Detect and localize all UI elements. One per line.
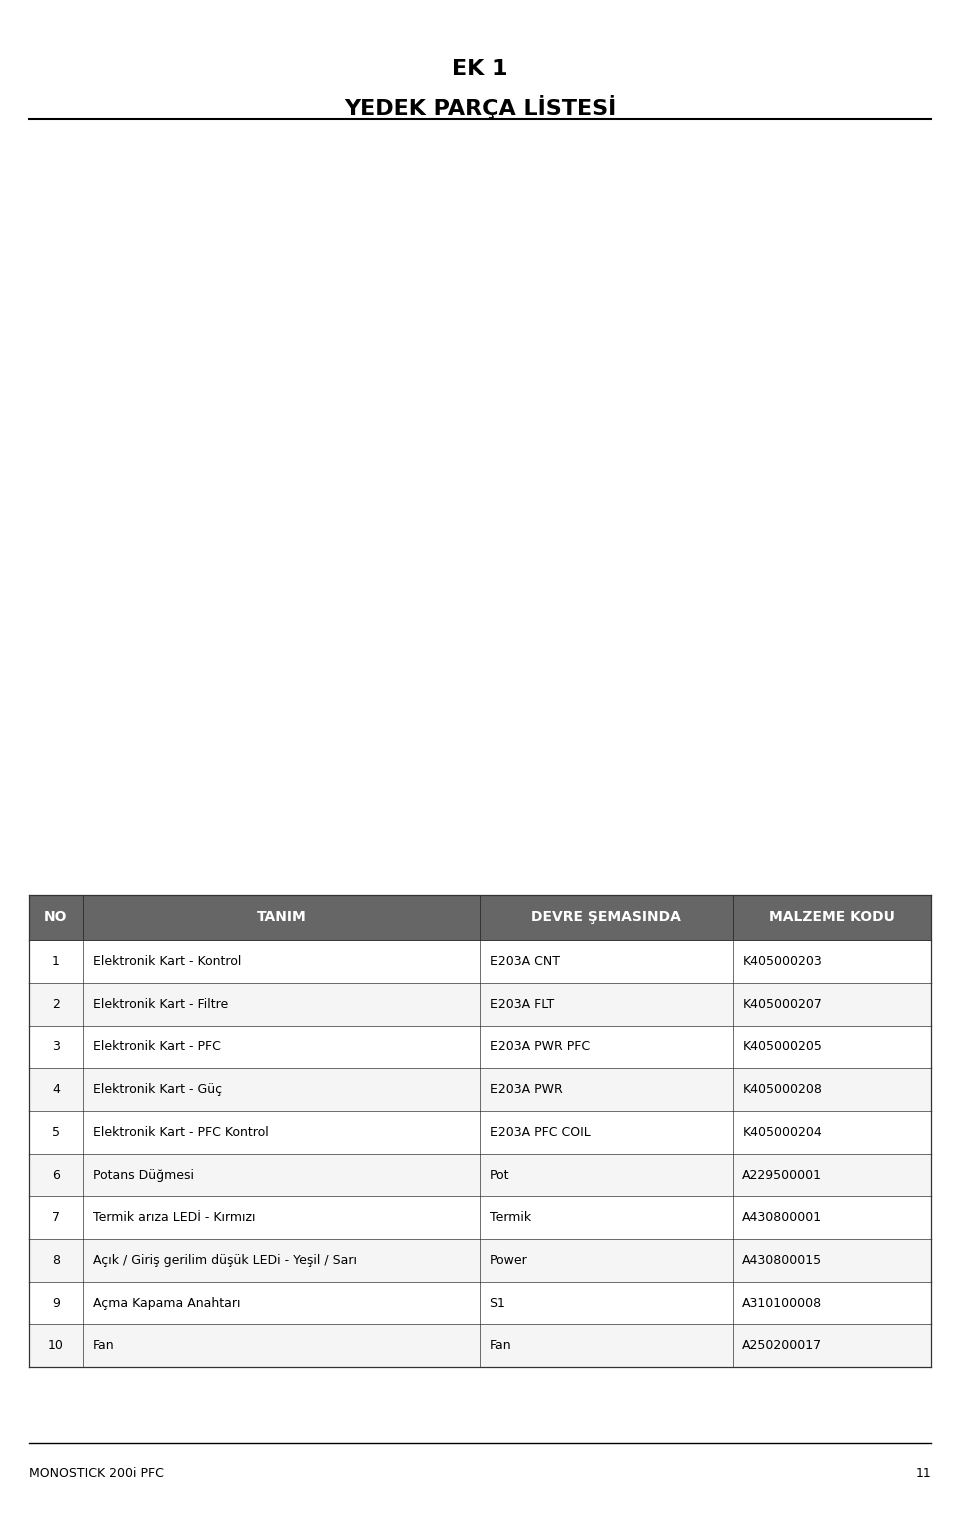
Text: S1: S1 — [490, 1297, 506, 1309]
Text: E203A CNT: E203A CNT — [490, 956, 560, 968]
Text: MALZEME KODU: MALZEME KODU — [769, 910, 895, 925]
Text: K405000208: K405000208 — [742, 1084, 822, 1096]
Bar — [29, 940, 931, 983]
Text: Pot: Pot — [490, 1169, 509, 1181]
Text: DEVRE ŞEMASINDA: DEVRE ŞEMASINDA — [532, 910, 682, 925]
Text: Açık / Giriş gerilim düşük LEDi - Yeşil / Sarı: Açık / Giriş gerilim düşük LEDi - Yeşil … — [92, 1254, 356, 1266]
Text: 7: 7 — [52, 1212, 60, 1224]
Bar — [29, 895, 931, 940]
Text: K405000207: K405000207 — [742, 998, 822, 1010]
Bar — [29, 125, 931, 887]
Text: YEDEK PARÇA LİSTESİ: YEDEK PARÇA LİSTESİ — [344, 94, 616, 119]
Text: 9: 9 — [52, 1297, 60, 1309]
Text: Fan: Fan — [92, 1340, 114, 1352]
Bar — [29, 1154, 931, 1196]
Text: EK 1: EK 1 — [452, 58, 508, 79]
Text: E203A PWR: E203A PWR — [490, 1084, 563, 1096]
Text: Açma Kapama Anahtarı: Açma Kapama Anahtarı — [92, 1297, 240, 1309]
Text: 4: 4 — [52, 1084, 60, 1096]
Text: E203A PWR PFC: E203A PWR PFC — [490, 1041, 589, 1053]
Text: Elektronik Kart - PFC Kontrol: Elektronik Kart - PFC Kontrol — [92, 1126, 268, 1138]
Text: A229500001: A229500001 — [742, 1169, 823, 1181]
Text: Elektronik Kart - Kontrol: Elektronik Kart - Kontrol — [92, 956, 241, 968]
Text: 6: 6 — [52, 1169, 60, 1181]
Text: Elektronik Kart - Güç: Elektronik Kart - Güç — [92, 1084, 222, 1096]
Text: E203A PFC COIL: E203A PFC COIL — [490, 1126, 590, 1138]
Text: 2: 2 — [52, 998, 60, 1010]
Text: NO: NO — [44, 910, 67, 925]
Bar — [29, 1111, 931, 1154]
Text: Elektronik Kart - PFC: Elektronik Kart - PFC — [92, 1041, 221, 1053]
Text: Fan: Fan — [490, 1340, 512, 1352]
Text: A250200017: A250200017 — [742, 1340, 823, 1352]
Text: K405000204: K405000204 — [742, 1126, 822, 1138]
Text: 1: 1 — [52, 956, 60, 968]
Bar — [29, 1282, 931, 1324]
Text: MONOSTICK 200i PFC: MONOSTICK 200i PFC — [29, 1468, 163, 1480]
Text: Termik: Termik — [490, 1212, 531, 1224]
Text: A310100008: A310100008 — [742, 1297, 823, 1309]
Text: E203A FLT: E203A FLT — [490, 998, 554, 1010]
Bar — [29, 1196, 931, 1239]
Text: A430800015: A430800015 — [742, 1254, 823, 1266]
Bar — [29, 1239, 931, 1282]
Text: 10: 10 — [48, 1340, 63, 1352]
Bar — [29, 1026, 931, 1068]
Text: TANIM: TANIM — [256, 910, 306, 925]
Text: K405000203: K405000203 — [742, 956, 822, 968]
Bar — [29, 1324, 931, 1367]
Text: K405000205: K405000205 — [742, 1041, 822, 1053]
Text: 11: 11 — [916, 1468, 931, 1480]
Text: Potans Düğmesi: Potans Düğmesi — [92, 1169, 194, 1181]
Text: A430800001: A430800001 — [742, 1212, 823, 1224]
Bar — [29, 1068, 931, 1111]
Text: 5: 5 — [52, 1126, 60, 1138]
Text: Termik arıza LEDİ - Kırmızı: Termik arıza LEDİ - Kırmızı — [92, 1212, 255, 1224]
Text: 3: 3 — [52, 1041, 60, 1053]
Bar — [29, 983, 931, 1026]
Text: Elektronik Kart - Filtre: Elektronik Kart - Filtre — [92, 998, 228, 1010]
Text: Power: Power — [490, 1254, 527, 1266]
Text: 8: 8 — [52, 1254, 60, 1266]
